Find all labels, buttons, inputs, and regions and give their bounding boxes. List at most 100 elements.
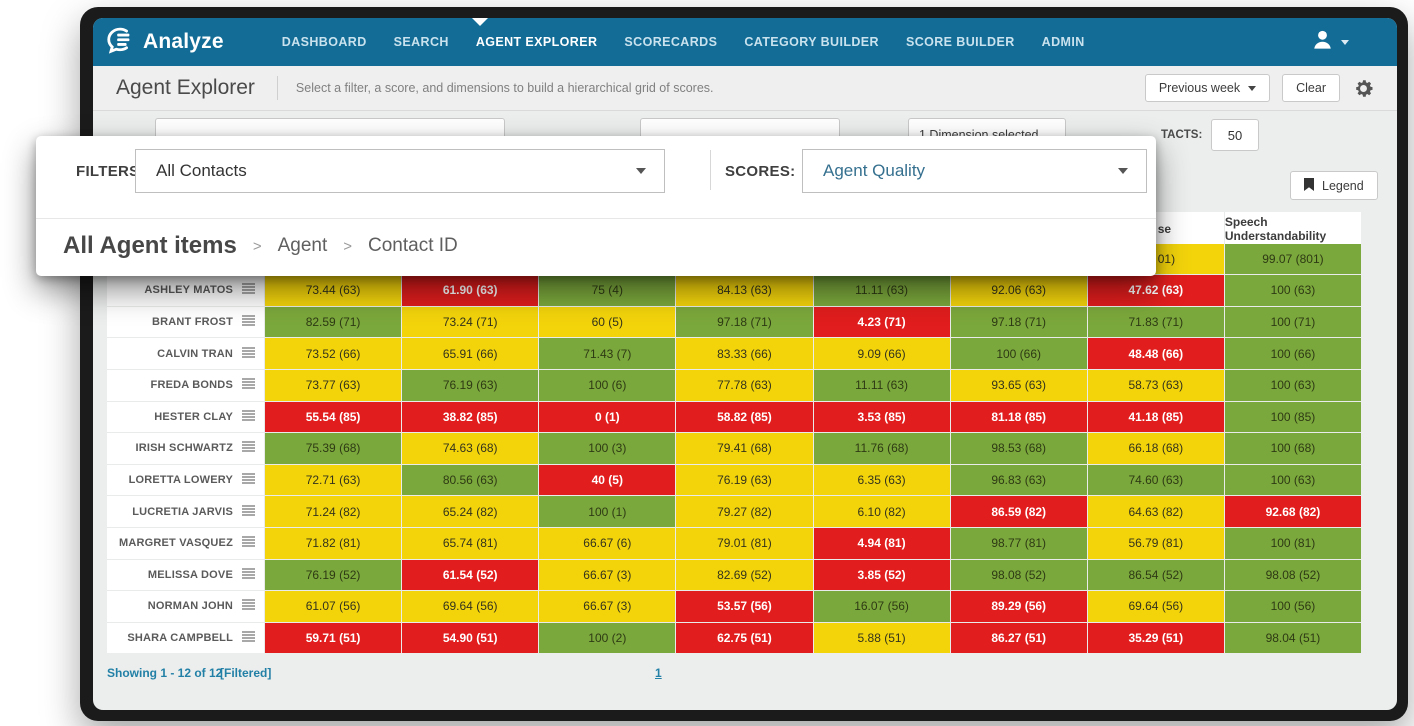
score-cell-r4-c6[interactable]: 93.65 (63) bbox=[950, 369, 1087, 401]
score-cell-r1-c4[interactable]: 84.13 (63) bbox=[676, 275, 813, 306]
score-cell-r6-c4[interactable]: 79.41 (68) bbox=[676, 433, 813, 464]
score-cell-r3-c1[interactable]: 73.52 (66) bbox=[265, 338, 402, 369]
agent-details-icon[interactable] bbox=[242, 378, 255, 392]
score-cell-r1-c2[interactable]: 61.90 (63) bbox=[402, 275, 539, 306]
agent-details-icon[interactable] bbox=[242, 346, 255, 361]
score-cell-r8-c3[interactable]: 100 (1) bbox=[539, 496, 676, 527]
score-cell-r7-c6[interactable]: 96.83 (63) bbox=[950, 464, 1087, 496]
score-cell-r9-c7[interactable]: 56.79 (81) bbox=[1087, 527, 1224, 559]
score-cell-r4-c7[interactable]: 58.73 (63) bbox=[1087, 369, 1224, 401]
score-cell-r3-c3[interactable]: 71.43 (7) bbox=[539, 338, 676, 369]
agent-name-irish-schwartz[interactable]: IRISH SCHWARTZ bbox=[107, 433, 264, 464]
filters-dropdown[interactable]: All Contacts bbox=[135, 149, 665, 193]
agent-name-hester-clay[interactable]: HESTER CLAY bbox=[107, 401, 264, 433]
score-cell-r2-c3[interactable]: 60 (5) bbox=[539, 306, 676, 338]
score-cell-r3-c4[interactable]: 83.33 (66) bbox=[676, 338, 813, 369]
score-cell-r3-c8[interactable]: 100 (66) bbox=[1224, 338, 1361, 369]
score-cell-r6-c1[interactable]: 75.39 (68) bbox=[265, 433, 402, 464]
score-cell-r8-c4[interactable]: 79.27 (82) bbox=[676, 496, 813, 527]
agent-name-margret-vasquez[interactable]: MARGRET VASQUEZ bbox=[107, 527, 264, 559]
score-cell-r1-c6[interactable]: 92.06 (63) bbox=[950, 275, 1087, 306]
score-cell-r6-c8[interactable]: 100 (68) bbox=[1224, 433, 1361, 464]
score-cell-r7-c1[interactable]: 72.71 (63) bbox=[265, 464, 402, 496]
score-cell-r7-c4[interactable]: 76.19 (63) bbox=[676, 464, 813, 496]
score-cell-r10-c3[interactable]: 66.67 (3) bbox=[539, 559, 676, 591]
score-cell-r6-c7[interactable]: 66.18 (68) bbox=[1087, 433, 1224, 464]
score-cell-r5-c3[interactable]: 0 (1) bbox=[539, 401, 676, 433]
agent-name-shara-campbell[interactable]: SHARA CAMPBELL bbox=[107, 622, 264, 654]
agent-name-calvin-tran[interactable]: CALVIN TRAN bbox=[107, 338, 264, 369]
score-cell-r2-c2[interactable]: 73.24 (71) bbox=[402, 306, 539, 338]
score-cell-r10-c4[interactable]: 82.69 (52) bbox=[676, 559, 813, 591]
score-cell-r11-c4[interactable]: 53.57 (56) bbox=[676, 591, 813, 622]
score-cell-r8-c6[interactable]: 86.59 (82) bbox=[950, 496, 1087, 527]
score-cell-r2-c8[interactable]: 100 (71) bbox=[1224, 306, 1361, 338]
score-cell-r2-c1[interactable]: 82.59 (71) bbox=[265, 306, 402, 338]
nav-item-search[interactable]: SEARCH bbox=[393, 35, 449, 49]
score-cell-r5-c7[interactable]: 41.18 (85) bbox=[1087, 401, 1224, 433]
score-cell-r6-c2[interactable]: 74.63 (68) bbox=[402, 433, 539, 464]
score-cell-r2-c6[interactable]: 97.18 (71) bbox=[950, 306, 1087, 338]
score-cell-r8-c1[interactable]: 71.24 (82) bbox=[265, 496, 402, 527]
score-cell-r11-c5[interactable]: 16.07 (56) bbox=[813, 591, 950, 622]
score-cell-r5-c6[interactable]: 81.18 (85) bbox=[950, 401, 1087, 433]
legend-button[interactable]: Legend bbox=[1290, 171, 1378, 200]
score-cell-r11-c3[interactable]: 66.67 (3) bbox=[539, 591, 676, 622]
score-cell-r1-c5[interactable]: 11.11 (63) bbox=[813, 275, 950, 306]
score-cell-r9-c8[interactable]: 100 (81) bbox=[1224, 527, 1361, 559]
min-contacts-input[interactable] bbox=[1211, 119, 1259, 151]
score-cell-r10-c6[interactable]: 98.08 (52) bbox=[950, 559, 1087, 591]
nav-item-agent-explorer[interactable]: AGENT EXPLORER bbox=[475, 35, 598, 49]
settings-gear-icon[interactable] bbox=[1352, 77, 1375, 100]
agent-details-icon[interactable] bbox=[242, 315, 255, 329]
score-cell-r9-c4[interactable]: 79.01 (81) bbox=[676, 527, 813, 559]
score-cell-r8-c2[interactable]: 65.24 (82) bbox=[402, 496, 539, 527]
score-cell-r1-c3[interactable]: 75 (4) bbox=[539, 275, 676, 306]
score-cell-r4-c5[interactable]: 11.11 (63) bbox=[813, 369, 950, 401]
nav-item-scorecards[interactable]: SCORECARDS bbox=[624, 35, 718, 49]
agent-name-ashley-matos[interactable]: ASHLEY MATOS bbox=[107, 275, 264, 306]
agent-details-icon[interactable] bbox=[242, 283, 255, 297]
score-cell-r6-c6[interactable]: 98.53 (68) bbox=[950, 433, 1087, 464]
score-cell-r3-c6[interactable]: 100 (66) bbox=[950, 338, 1087, 369]
score-cell-r12-c8[interactable]: 98.04 (51) bbox=[1224, 622, 1361, 654]
score-cell-r12-c5[interactable]: 5.88 (51) bbox=[813, 622, 950, 654]
clear-button[interactable]: Clear bbox=[1282, 74, 1340, 102]
user-menu[interactable] bbox=[1311, 28, 1349, 56]
score-cell-r9-c1[interactable]: 71.82 (81) bbox=[265, 527, 402, 559]
score-cell-r9-c5[interactable]: 4.94 (81) bbox=[813, 527, 950, 559]
score-cell-r10-c1[interactable]: 76.19 (52) bbox=[265, 559, 402, 591]
score-cell-r6-c5[interactable]: 11.76 (68) bbox=[813, 433, 950, 464]
score-cell-r4-c3[interactable]: 100 (6) bbox=[539, 369, 676, 401]
score-cell-r0-c8[interactable]: 99.07 (801) bbox=[1224, 243, 1361, 275]
agent-details-icon[interactable] bbox=[242, 504, 255, 519]
agent-details-icon[interactable] bbox=[242, 568, 255, 582]
nav-item-category-builder[interactable]: CATEGORY BUILDER bbox=[744, 35, 879, 49]
score-cell-r12-c7[interactable]: 35.29 (51) bbox=[1087, 622, 1224, 654]
score-cell-r11-c7[interactable]: 69.64 (56) bbox=[1087, 591, 1224, 622]
score-cell-r12-c1[interactable]: 59.71 (51) bbox=[265, 622, 402, 654]
agent-details-icon[interactable] bbox=[242, 536, 255, 550]
breadcrumb-item-agent[interactable]: Agent bbox=[277, 235, 328, 256]
score-cell-r3-c7[interactable]: 48.48 (66) bbox=[1087, 338, 1224, 369]
agent-details-icon[interactable] bbox=[242, 631, 255, 645]
agent-name-freda-bonds[interactable]: FREDA BONDS bbox=[107, 369, 264, 401]
logo[interactable]: Analyze bbox=[93, 25, 224, 60]
score-cell-r4-c8[interactable]: 100 (63) bbox=[1224, 369, 1361, 401]
score-cell-r9-c2[interactable]: 65.74 (81) bbox=[402, 527, 539, 559]
score-cell-r1-c1[interactable]: 73.44 (63) bbox=[265, 275, 402, 306]
agent-details-icon[interactable] bbox=[242, 473, 255, 487]
score-cell-r3-c5[interactable]: 9.09 (66) bbox=[813, 338, 950, 369]
score-cell-r7-c7[interactable]: 74.60 (63) bbox=[1087, 464, 1224, 496]
score-cell-r9-c3[interactable]: 66.67 (6) bbox=[539, 527, 676, 559]
score-cell-r2-c5[interactable]: 4.23 (71) bbox=[813, 306, 950, 338]
score-cell-r4-c2[interactable]: 76.19 (63) bbox=[402, 369, 539, 401]
filtered-badge[interactable]: [Filtered] bbox=[220, 666, 272, 680]
score-cell-r7-c2[interactable]: 80.56 (63) bbox=[402, 464, 539, 496]
score-cell-r5-c4[interactable]: 58.82 (85) bbox=[676, 401, 813, 433]
score-cell-r11-c6[interactable]: 89.29 (56) bbox=[950, 591, 1087, 622]
score-cell-r10-c5[interactable]: 3.85 (52) bbox=[813, 559, 950, 591]
score-cell-r5-c2[interactable]: 38.82 (85) bbox=[402, 401, 539, 433]
agent-details-icon[interactable] bbox=[242, 599, 255, 613]
score-cell-r7-c3[interactable]: 40 (5) bbox=[539, 464, 676, 496]
